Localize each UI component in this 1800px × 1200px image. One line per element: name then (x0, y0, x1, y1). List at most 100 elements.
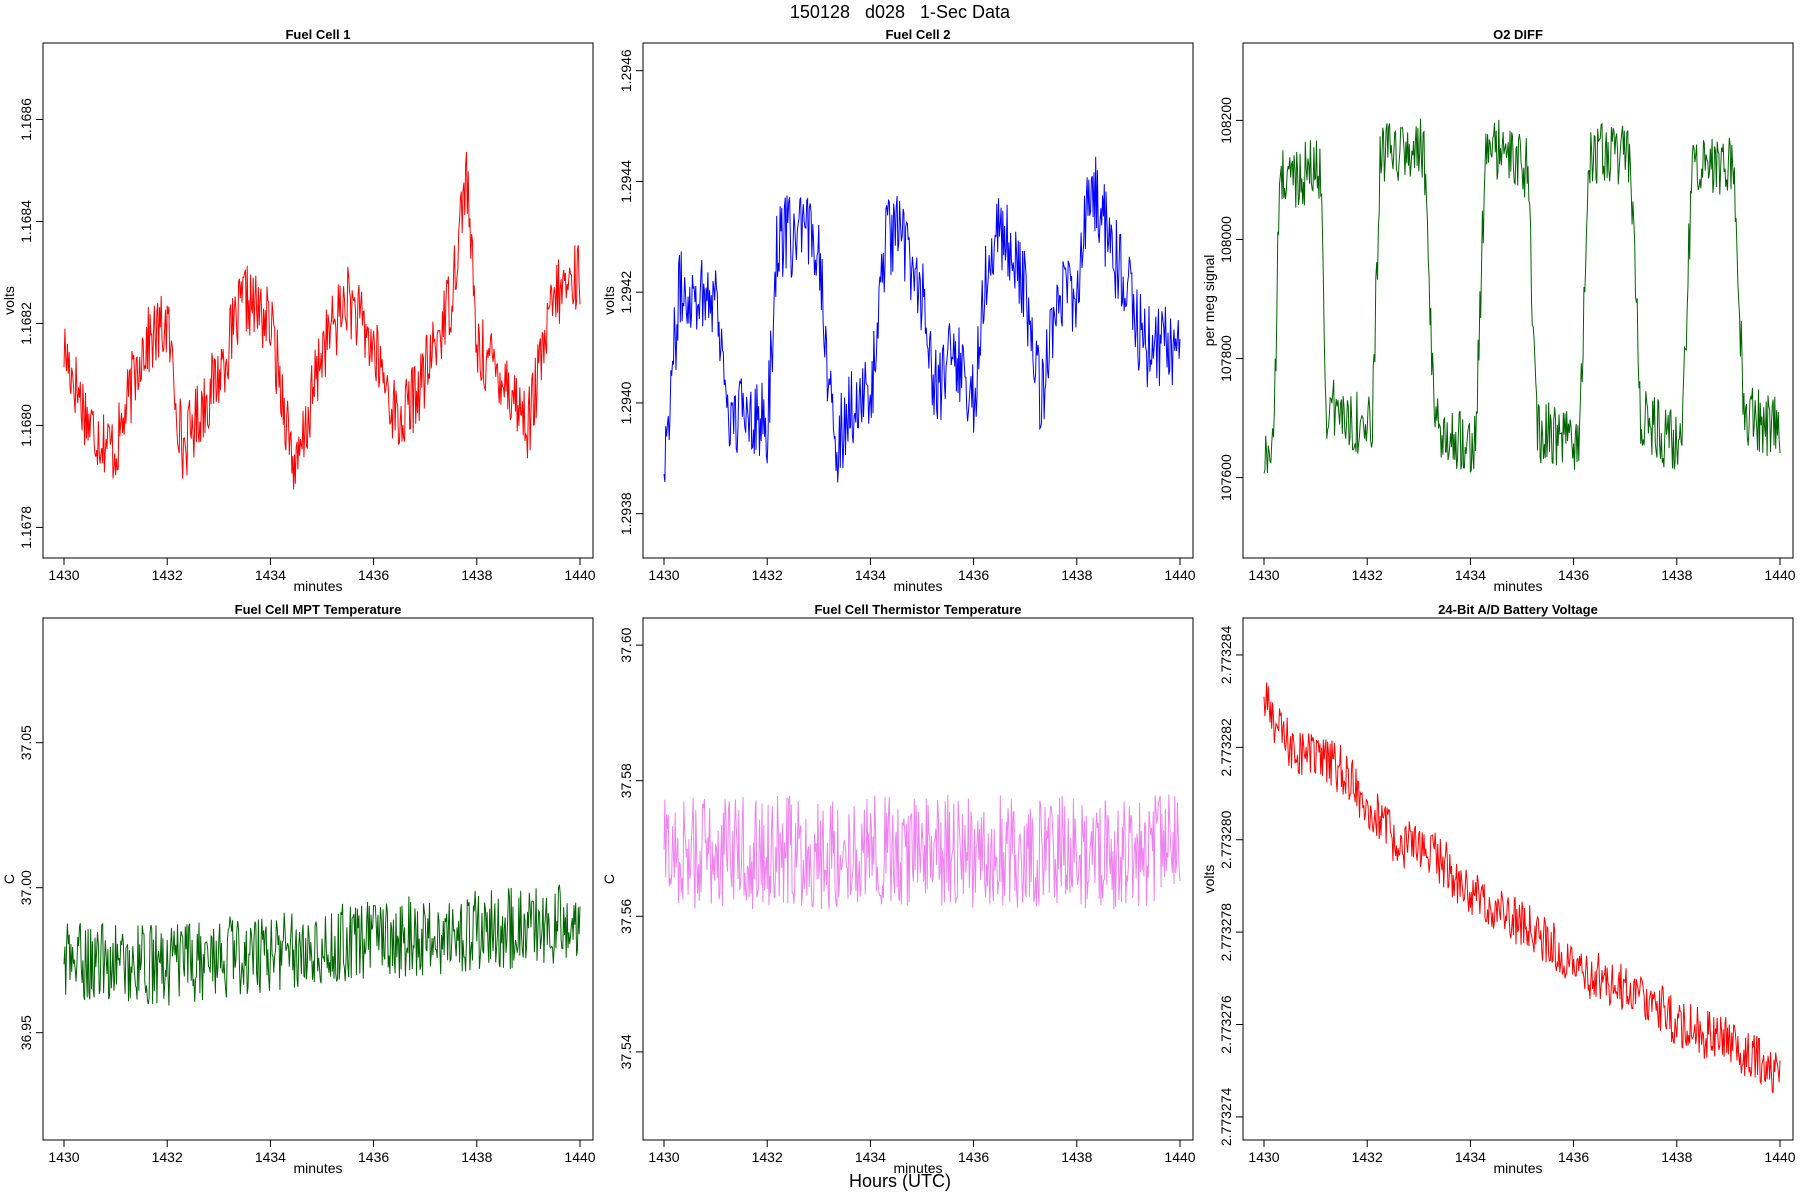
o2-diff-xlabel: minutes (1493, 578, 1542, 594)
fuel-cell-thermistor-temperature-y-axis: 37.54 37.56 37.58 37.60 (618, 627, 643, 1069)
y-tick-label: 1.2942 (618, 271, 634, 314)
o2-diff-frame (1242, 42, 1794, 559)
x-tick-label: 1434 (255, 567, 286, 583)
x-tick-label: 1430 (48, 1149, 79, 1165)
fuel-cell-1-ylabel: volts (1, 286, 17, 315)
x-tick-label: 1436 (958, 567, 989, 583)
x-tick-label: 1434 (855, 567, 886, 583)
fuel-cell-mpt-temperature-ylabel: C (1, 874, 17, 884)
x-tick-label: 1432 (1352, 1149, 1383, 1165)
fuel-cell-thermistor-temperature-series-line (663, 794, 1181, 910)
fuel-cell-2-x-axis: 1430 1432 1434 1436 1438 1440 (648, 558, 1196, 583)
chart-o2-diff: O2 DIFF 1430 1432 1434 1436 1438 1440 minutes 10… (1201, 27, 1796, 594)
y-tick-label: 1.1686 (18, 98, 34, 141)
y-tick-label: 1.2944 (618, 160, 634, 203)
y-tick-label: 1.1682 (18, 302, 34, 345)
y-tick-label: 1.1680 (18, 404, 34, 447)
x-tick-label: 1440 (1764, 1149, 1795, 1165)
x-tick-label: 1440 (564, 567, 595, 583)
x-tick-label: 1432 (1352, 567, 1383, 583)
x-tick-label: 1430 (648, 567, 679, 583)
x-tick-label: 1436 (358, 1149, 389, 1165)
fuel-cell-1-y-axis: 1.1678 1.1680 1.1682 1.1684 1.1686 (18, 98, 43, 549)
y-tick-label: 2.773282 (1218, 718, 1234, 777)
y-tick-label: 2.773284 (1218, 626, 1234, 685)
24-bit-a-d-battery-voltage-title: 24-Bit A/D Battery Voltage (1438, 602, 1598, 617)
fuel-cell-2-series-line (663, 156, 1181, 483)
y-tick-label: 1.1684 (18, 200, 34, 243)
x-tick-label: 1430 (1248, 567, 1279, 583)
fuel-cell-mpt-temperature-frame (42, 617, 594, 1141)
x-tick-label: 1438 (461, 1149, 492, 1165)
24-bit-a-d-battery-voltage-frame (1242, 617, 1794, 1141)
x-tick-label: 1434 (1455, 1149, 1486, 1165)
y-tick-label: 1.1678 (18, 506, 34, 549)
fuel-cell-2-ylabel: volts (601, 286, 617, 315)
x-tick-label: 1440 (1164, 567, 1195, 583)
fuel-cell-mpt-temperature-title: Fuel Cell MPT Temperature (235, 602, 402, 617)
x-tick-label: 1438 (1061, 1149, 1092, 1165)
y-tick-label: 37.54 (618, 1034, 634, 1069)
x-tick-label: 1440 (1764, 567, 1795, 583)
x-tick-label: 1432 (152, 1149, 183, 1165)
chart-fuel-cell-2: Fuel Cell 2 1430 1432 1434 1436 1438 1440 minut… (601, 27, 1196, 594)
x-tick-label: 1436 (358, 567, 389, 583)
fuel-cell-1-series-line (63, 151, 581, 490)
x-tick-label: 1440 (564, 1149, 595, 1165)
x-tick-label: 1432 (752, 567, 783, 583)
y-tick-label: 2.773278 (1218, 903, 1234, 962)
y-tick-label: 2.773276 (1218, 995, 1234, 1054)
y-tick-label: 36.95 (18, 1015, 34, 1050)
y-tick-label: 1.2938 (618, 492, 634, 535)
y-tick-label: 2.773274 (1218, 1087, 1234, 1146)
fuel-cell-2-y-axis: 1.2938 1.2940 1.2942 1.2944 1.2946 (618, 49, 643, 535)
y-tick-label: 37.60 (618, 627, 634, 662)
x-tick-label: 1438 (1061, 567, 1092, 583)
y-tick-label: 37.05 (18, 725, 34, 760)
x-tick-label: 1434 (1455, 567, 1486, 583)
chart-battery-voltage: 24-Bit A/D Battery Voltage 1430 1432 1434 14… (1201, 602, 1796, 1176)
figure-xlabel: Hours (UTC) (849, 1171, 951, 1191)
y-tick-label: 108200 (1218, 97, 1234, 144)
chart-fuel-cell-thermistor-temperature: Fuel Cell Thermistor Temperature 1430 1432… (601, 602, 1196, 1176)
y-tick-label: 108000 (1218, 216, 1234, 263)
x-tick-label: 1434 (255, 1149, 286, 1165)
x-tick-label: 1440 (1164, 1149, 1195, 1165)
24-bit-a-d-battery-voltage-y-axis: 2.773274 2.773276 2.773278 2.773280 2.773282… (1218, 626, 1243, 1146)
fuel-cell-1-x-axis: 1430 1432 1434 1436 1438 1440 (48, 558, 596, 583)
x-tick-label: 1430 (1248, 1149, 1279, 1165)
o2-diff-ylabel: per meg signal (1201, 255, 1217, 347)
o2-diff-x-axis: 1430 1432 1434 1436 1438 1440 (1248, 558, 1796, 583)
y-tick-label: 1.2946 (618, 49, 634, 92)
fuel-cell-2-title: Fuel Cell 2 (885, 27, 950, 42)
fuel-cell-thermistor-temperature-ylabel: C (601, 874, 617, 884)
o2-diff-series-line (1263, 118, 1781, 474)
24-bit-a-d-battery-voltage-x-axis: 1430 1432 1434 1436 1438 1440 (1248, 1140, 1796, 1165)
fuel-cell-2-xlabel: minutes (893, 578, 942, 594)
fuel-cell-mpt-temperature-series-line (63, 884, 581, 1006)
x-tick-label: 1432 (152, 567, 183, 583)
x-tick-label: 1436 (958, 1149, 989, 1165)
chart-fuel-cell-mpt-temperature: Fuel Cell MPT Temperature 1430 1432 1434 143… (1, 602, 596, 1176)
fuel-cell-1-title: Fuel Cell 1 (285, 27, 350, 42)
24-bit-a-d-battery-voltage-ylabel: volts (1201, 865, 1217, 894)
fuel-cell-thermistor-temperature-x-axis: 1430 1432 1434 1436 1438 1440 (648, 1140, 1196, 1165)
fuel-cell-mpt-temperature-y-axis: 36.95 37.00 37.05 (18, 725, 43, 1050)
fuel-cell-thermistor-temperature-title: Fuel Cell Thermistor Temperature (814, 602, 1021, 617)
y-tick-label: 107600 (1218, 454, 1234, 501)
fuel-cell-2-frame (642, 42, 1194, 559)
x-tick-label: 1432 (752, 1149, 783, 1165)
fuel-cell-thermistor-temperature-xlabel: minutes (893, 1160, 942, 1176)
y-tick-label: 107800 (1218, 335, 1234, 382)
y-tick-label: 2.773280 (1218, 810, 1234, 869)
fuel-cell-1-xlabel: minutes (293, 578, 342, 594)
x-tick-label: 1434 (855, 1149, 886, 1165)
x-tick-label: 1430 (48, 567, 79, 583)
y-tick-label: 37.56 (618, 899, 634, 934)
24-bit-a-d-battery-voltage-xlabel: minutes (1493, 1160, 1542, 1176)
x-tick-label: 1438 (461, 567, 492, 583)
figure-title: 150128 d028 1-Sec Data (789, 2, 1011, 22)
24-bit-a-d-battery-voltage-series-line (1263, 682, 1781, 1094)
fuel-cell-thermistor-temperature-frame (642, 617, 1194, 1141)
o2-diff-y-axis: 107600 107800 108000 108200 (1218, 97, 1243, 501)
